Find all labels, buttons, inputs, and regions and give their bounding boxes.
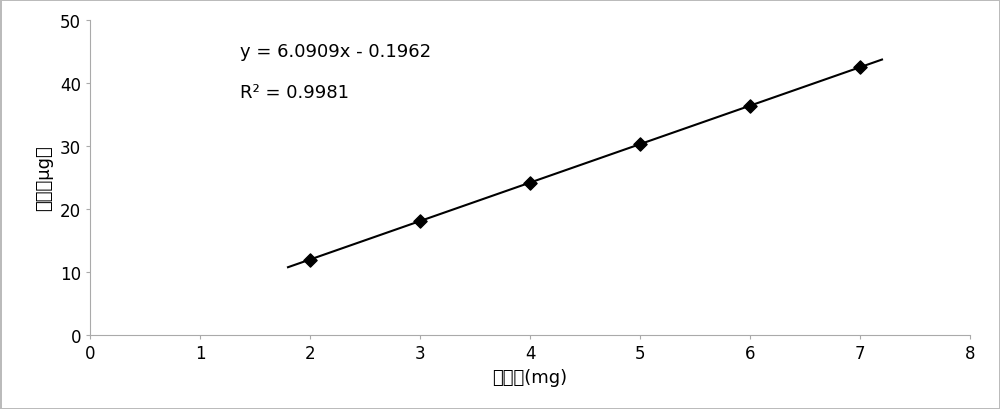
- Text: y = 6.0909x - 0.1962: y = 6.0909x - 0.1962: [240, 43, 431, 61]
- X-axis label: 菌丝量(mg): 菌丝量(mg): [492, 368, 568, 386]
- Text: R² = 0.9981: R² = 0.9981: [240, 83, 349, 101]
- Point: [302, 256, 318, 263]
- Y-axis label: 荧光（μg）: 荧光（μg）: [35, 145, 53, 211]
- Point: [632, 142, 648, 148]
- Point: [852, 65, 868, 71]
- Point: [412, 218, 428, 225]
- Point: [522, 180, 538, 187]
- Point: [742, 103, 758, 110]
